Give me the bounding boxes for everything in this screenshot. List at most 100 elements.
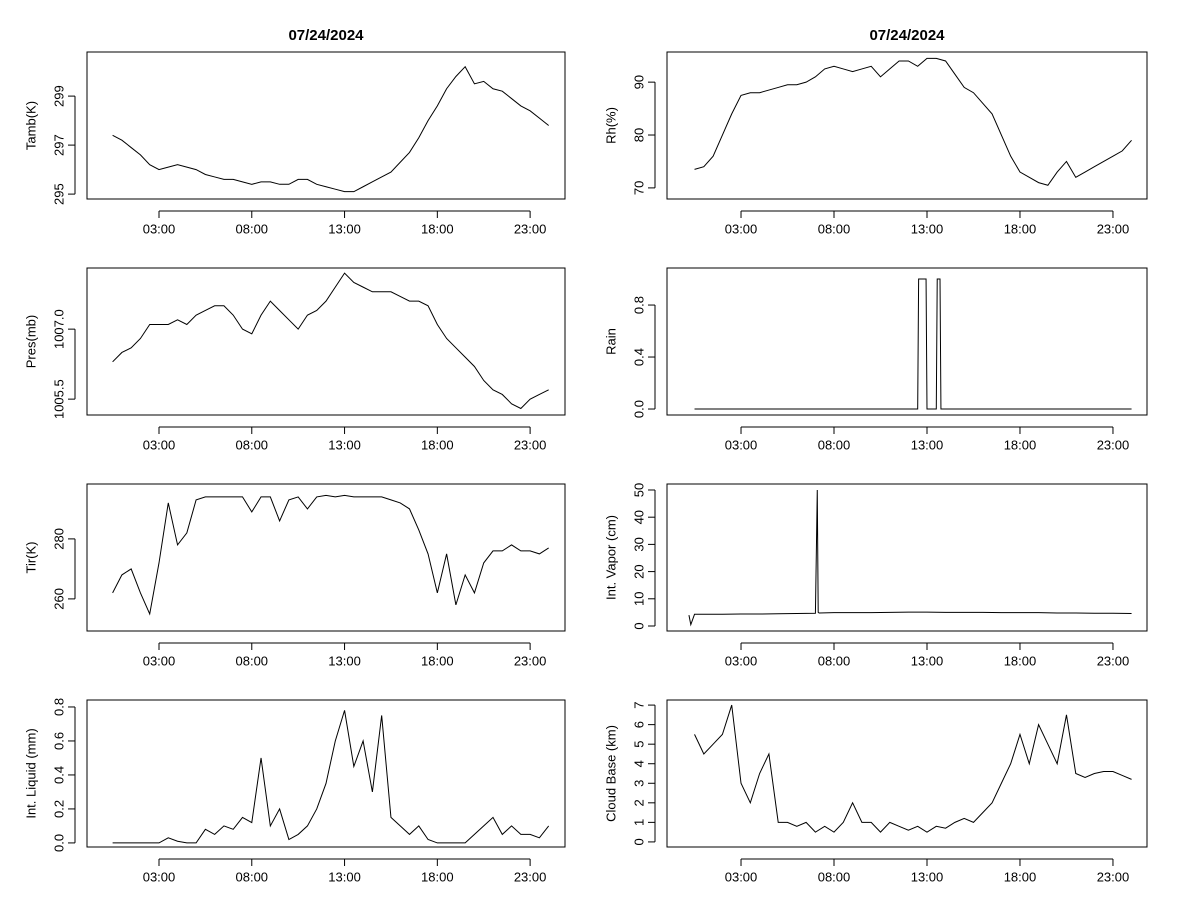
y-tick-label: 0.8 [51,698,66,716]
x-tick-label: 23:00 [514,221,547,236]
y-tick-label: 10 [631,592,646,606]
y-axis-label: Tir(K) [23,541,38,573]
y-axis-label: Int. Vapor (cm) [603,515,618,600]
x-tick-label: 03:00 [143,653,176,668]
x-tick-label: 18:00 [1004,221,1037,236]
x-tick-label: 08:00 [236,221,269,236]
plot-frame [86,699,566,848]
y-tick-label: 20 [631,564,646,578]
y-tick-label: 280 [51,528,66,550]
y-tick-label: 5 [631,741,646,748]
plot-frame [666,51,1148,200]
y-tick-label: 90 [631,75,646,89]
x-tick-label: 13:00 [328,869,361,884]
y-tick-label: 0.4 [51,766,66,784]
x-tick-label: 03:00 [725,653,758,668]
chart-title: 07/24/2024 [288,27,364,44]
plot-frame [86,267,566,416]
plot-frame [86,483,566,632]
data-line [112,710,550,844]
x-tick-label: 08:00 [818,221,851,236]
x-tick-label: 08:00 [818,653,851,668]
plot-frame [666,699,1148,848]
x-tick-label: 18:00 [421,437,454,452]
plot-frame [86,51,566,200]
x-tick-label: 18:00 [421,653,454,668]
y-tick-label: 40 [631,510,646,524]
y-tick-label: 30 [631,537,646,551]
y-tick-label: 50 [631,483,646,497]
y-tick-label: 0.2 [51,800,66,818]
x-tick-label: 03:00 [143,437,176,452]
data-line [688,489,1132,627]
y-tick-label: 1005.5 [51,379,66,419]
y-axis-label: Rain [603,328,618,355]
y-axis-label: Tamb(K) [23,101,38,150]
y-tick-label: 295 [51,183,66,205]
y-tick-label: 0.0 [631,400,646,418]
y-tick-label: 80 [631,128,646,142]
x-tick-label: 08:00 [818,437,851,452]
x-tick-label: 03:00 [143,221,176,236]
x-tick-label: 23:00 [514,869,547,884]
y-tick-label: 1 [631,819,646,826]
x-tick-label: 18:00 [421,221,454,236]
y-axis-label: Int. Liquid (mm) [23,728,38,818]
x-tick-label: 03:00 [725,221,758,236]
x-tick-label: 23:00 [514,437,547,452]
y-tick-label: 0.0 [51,834,66,852]
y-tick-label: 297 [51,134,66,156]
x-tick-label: 08:00 [236,869,269,884]
y-tick-label: 0.8 [631,296,646,314]
x-tick-label: 03:00 [143,869,176,884]
x-tick-label: 23:00 [514,653,547,668]
x-tick-label: 13:00 [911,653,944,668]
x-tick-label: 08:00 [236,437,269,452]
x-tick-label: 13:00 [328,653,361,668]
data-line [112,272,549,410]
x-tick-label: 08:00 [236,653,269,668]
x-tick-label: 13:00 [911,869,944,884]
y-tick-label: 0 [631,838,646,845]
x-tick-label: 03:00 [725,437,758,452]
x-tick-label: 13:00 [328,437,361,452]
y-tick-label: 6 [631,721,646,728]
y-tick-label: 4 [631,760,646,767]
data-line [694,704,1132,833]
y-axis-label: Rh(%) [603,107,618,144]
x-tick-label: 18:00 [1004,653,1037,668]
y-tick-label: 1007.0 [51,309,66,349]
x-tick-label: 03:00 [725,869,758,884]
x-tick-label: 23:00 [1097,653,1130,668]
chart-title: 07/24/2024 [869,27,945,44]
x-tick-label: 23:00 [1097,221,1130,236]
x-tick-label: 18:00 [1004,437,1037,452]
y-tick-label: 0 [631,622,646,629]
x-tick-label: 23:00 [1097,869,1130,884]
data-line [694,278,1132,410]
x-tick-label: 13:00 [328,221,361,236]
plot-frame [666,483,1148,632]
plot-frame [666,267,1148,416]
y-tick-label: 2 [631,799,646,806]
y-tick-label: 260 [51,588,66,610]
y-tick-label: 0.6 [51,732,66,750]
y-axis-label: Pres(mb) [23,315,38,368]
x-tick-label: 13:00 [911,221,944,236]
data-line [694,57,1132,186]
y-tick-label: 0.4 [631,348,646,366]
y-tick-label: 3 [631,780,646,787]
y-axis-label: Cloud Base (km) [603,725,618,822]
x-tick-label: 18:00 [1004,869,1037,884]
x-tick-label: 18:00 [421,869,454,884]
data-line [112,494,549,616]
x-tick-label: 13:00 [911,437,944,452]
data-line [112,65,549,193]
y-tick-label: 7 [631,701,646,708]
y-tick-label: 299 [51,85,66,107]
y-tick-label: 70 [631,181,646,195]
x-tick-label: 23:00 [1097,437,1130,452]
x-tick-label: 08:00 [818,869,851,884]
